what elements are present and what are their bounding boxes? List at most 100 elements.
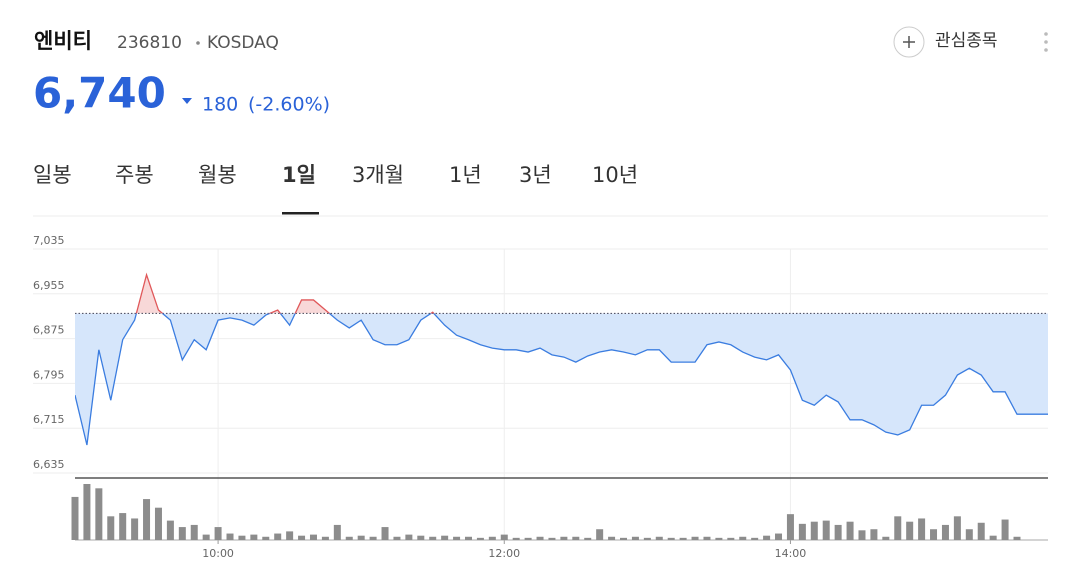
watch-button[interactable]: 관심종목 bbox=[893, 26, 998, 58]
volume-bar bbox=[1013, 536, 1021, 540]
volume-bar bbox=[333, 524, 341, 540]
area-down bbox=[75, 313, 1048, 445]
volume-bar bbox=[906, 521, 914, 540]
x-tick-label: 12:00 bbox=[488, 547, 520, 560]
plus-sign bbox=[903, 36, 915, 48]
volume-bar bbox=[381, 527, 389, 540]
volume-bar bbox=[763, 535, 771, 540]
volume-bar bbox=[810, 521, 818, 540]
x-tick-label: 10:00 bbox=[202, 547, 234, 560]
volume-bar bbox=[107, 516, 115, 540]
y-tick-label: 7,035 bbox=[33, 234, 65, 247]
volume-bar bbox=[464, 536, 472, 540]
volume-bar bbox=[166, 520, 174, 540]
volume-bar bbox=[584, 537, 592, 540]
volume-bar bbox=[536, 536, 544, 540]
volume-bar bbox=[667, 537, 675, 540]
volume-bar bbox=[71, 496, 79, 540]
tab[interactable]: 일봉 bbox=[33, 163, 72, 187]
tab-underline bbox=[282, 212, 319, 215]
volume-bar bbox=[417, 535, 425, 540]
volume-bar bbox=[154, 507, 162, 540]
volume-bar bbox=[190, 524, 198, 540]
volume-bar bbox=[846, 521, 854, 540]
volume-bar bbox=[512, 537, 520, 540]
watch-label[interactable]: 관심종목 bbox=[935, 31, 998, 51]
volume-bar bbox=[775, 533, 783, 540]
price: 6,740 bbox=[33, 69, 166, 118]
volume-bar bbox=[631, 536, 639, 540]
volume-bar bbox=[441, 535, 449, 540]
volume-bar bbox=[572, 536, 580, 540]
volume-bar bbox=[1001, 519, 1009, 540]
more-menu[interactable] bbox=[1044, 32, 1048, 52]
volume-bar bbox=[977, 522, 985, 540]
volume-bar bbox=[560, 536, 568, 540]
volume-bar bbox=[95, 488, 103, 540]
market: KOSDAQ bbox=[207, 33, 279, 53]
volume-bar bbox=[882, 536, 890, 540]
separator bbox=[196, 41, 200, 45]
tab[interactable]: 3년 bbox=[519, 163, 552, 187]
tab[interactable]: 10년 bbox=[592, 163, 638, 187]
tab[interactable]: 1일 bbox=[282, 163, 316, 187]
change-pct: (-2.60%) bbox=[248, 94, 330, 116]
y-tick-label: 6,955 bbox=[33, 279, 65, 292]
price-line bbox=[75, 313, 1048, 446]
volume-bar bbox=[202, 534, 210, 540]
volume-bar bbox=[321, 536, 329, 540]
plus-icon[interactable] bbox=[893, 26, 925, 58]
stock-code: 236810 bbox=[117, 33, 182, 53]
volume-bar bbox=[989, 535, 997, 540]
volume-bar bbox=[930, 529, 938, 540]
volume-bar bbox=[143, 499, 151, 540]
y-tick-label: 6,635 bbox=[33, 458, 65, 471]
volume-bar bbox=[679, 537, 687, 540]
volume-bar bbox=[965, 529, 973, 540]
volume-bar bbox=[894, 516, 902, 540]
tab[interactable]: 주봉 bbox=[115, 163, 154, 187]
down-arrow bbox=[182, 98, 192, 104]
volume-bar bbox=[870, 529, 878, 540]
change: 180 bbox=[202, 94, 238, 116]
volume-bar bbox=[691, 536, 699, 540]
volume-bar bbox=[727, 537, 735, 540]
volume-bar bbox=[286, 531, 294, 540]
volume-bar bbox=[834, 524, 842, 540]
volume-bar bbox=[262, 536, 270, 540]
volume-bar bbox=[298, 535, 306, 540]
volume-bar bbox=[83, 484, 91, 540]
volume-bar bbox=[941, 524, 949, 540]
volume-bar bbox=[715, 537, 723, 540]
volume-bar bbox=[274, 533, 282, 540]
stock-name: 엔비티 bbox=[34, 29, 92, 53]
volume-bar bbox=[643, 537, 651, 540]
volume-bar bbox=[858, 530, 866, 540]
volume-bar bbox=[309, 534, 317, 540]
volume-bar bbox=[953, 516, 961, 540]
volume-bar bbox=[453, 536, 461, 540]
tab[interactable]: 3개월 bbox=[352, 163, 404, 187]
volume-bar bbox=[250, 534, 258, 540]
volume-bar bbox=[524, 537, 532, 540]
volume-bar bbox=[620, 537, 628, 540]
volume-bar bbox=[751, 537, 759, 540]
volume-bar bbox=[238, 535, 246, 540]
volume-bar bbox=[131, 518, 139, 540]
tab[interactable]: 1년 bbox=[449, 163, 482, 187]
volume-bar bbox=[488, 536, 496, 540]
volume-bar bbox=[786, 514, 794, 540]
volume-bar bbox=[822, 520, 830, 540]
volume-bar bbox=[500, 534, 508, 540]
y-tick-label: 6,715 bbox=[33, 413, 65, 426]
tab[interactable]: 월봉 bbox=[198, 163, 237, 187]
volume-bar bbox=[918, 518, 926, 540]
volume-bar bbox=[476, 537, 484, 540]
volume-bar bbox=[739, 536, 747, 540]
volume-bar bbox=[119, 513, 127, 540]
volume-bar bbox=[608, 536, 616, 540]
volume-bar bbox=[393, 536, 401, 540]
